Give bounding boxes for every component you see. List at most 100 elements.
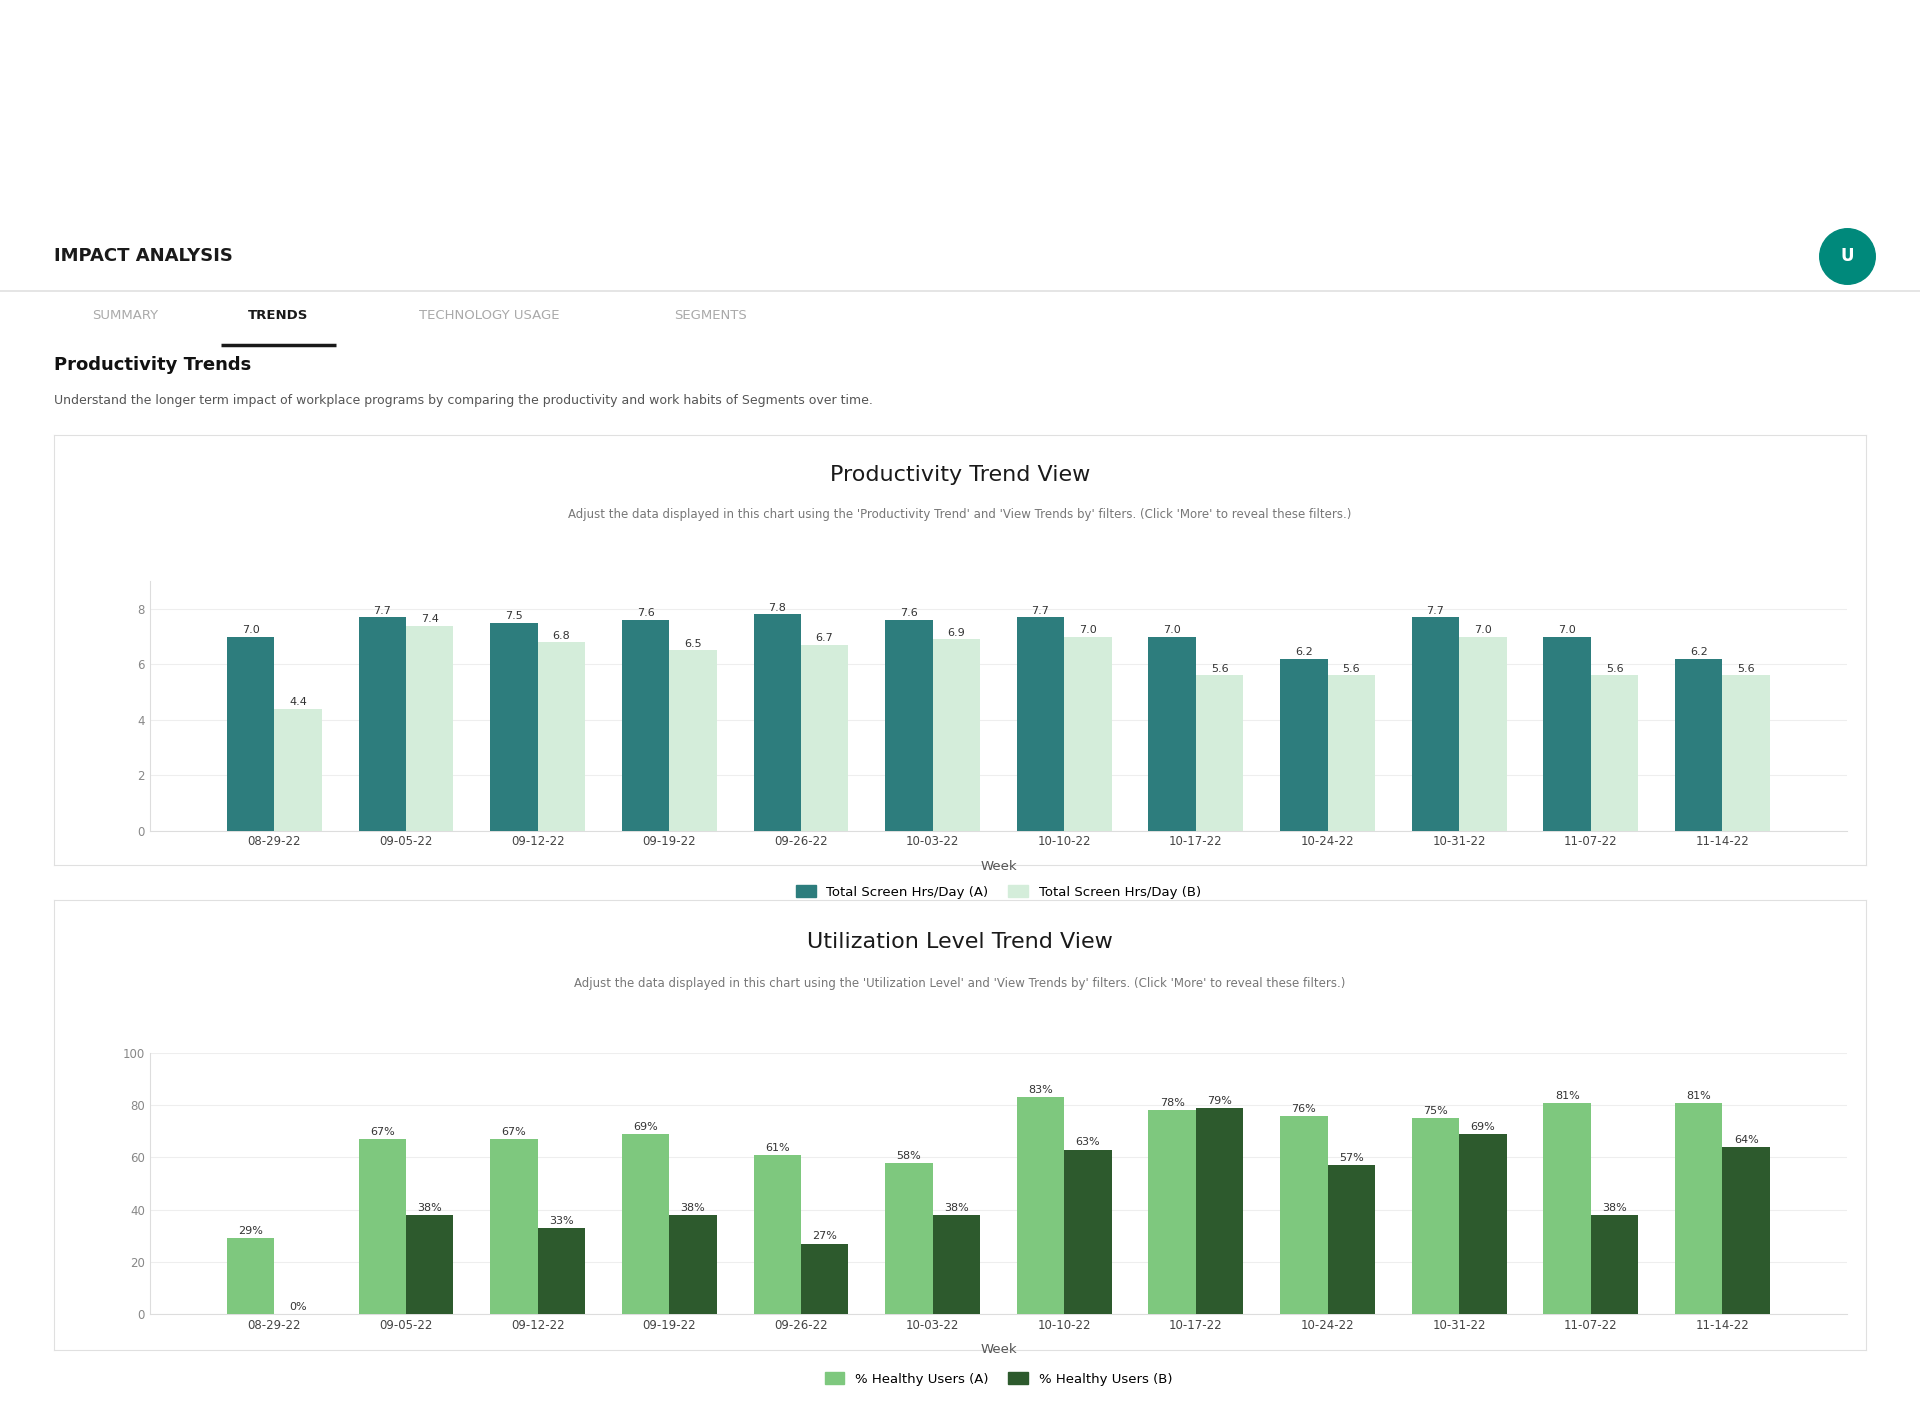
Point — [1832, 244, 1862, 267]
Bar — [753, 614, 801, 830]
Bar — [1674, 659, 1722, 830]
Bar — [490, 622, 538, 830]
Bar — [933, 1215, 979, 1314]
Text: 67%: 67% — [501, 1127, 526, 1137]
Bar — [405, 1215, 453, 1314]
Bar — [490, 1139, 538, 1314]
Bar — [1196, 1107, 1244, 1314]
Text: 6.7: 6.7 — [816, 634, 833, 643]
Bar — [227, 636, 275, 830]
Text: 57%: 57% — [1338, 1154, 1363, 1163]
Text: 63%: 63% — [1075, 1138, 1100, 1148]
Text: 79%: 79% — [1208, 1096, 1233, 1106]
Text: 29%: 29% — [238, 1227, 263, 1236]
Text: 6.2: 6.2 — [1294, 648, 1313, 658]
Bar — [1327, 676, 1375, 830]
Text: 6.8: 6.8 — [553, 631, 570, 641]
Text: 7.8: 7.8 — [768, 603, 785, 613]
Bar — [1018, 617, 1064, 830]
Bar — [622, 1134, 670, 1314]
Legend: Total Screen Hrs/Day (A), Total Screen Hrs/Day (B): Total Screen Hrs/Day (A), Total Screen H… — [791, 880, 1206, 903]
Bar — [753, 1155, 801, 1314]
Bar — [1459, 636, 1507, 830]
Text: IMPACT ANALYSIS: IMPACT ANALYSIS — [54, 247, 232, 266]
Text: TRENDS: TRENDS — [248, 309, 309, 322]
Text: 81%: 81% — [1555, 1090, 1580, 1100]
Text: 7.0: 7.0 — [1559, 625, 1576, 635]
Bar — [1592, 676, 1638, 830]
Bar — [1544, 1103, 1592, 1314]
Text: 33%: 33% — [549, 1215, 574, 1225]
Bar — [670, 1215, 716, 1314]
Text: 7.5: 7.5 — [505, 611, 522, 621]
Legend: % Healthy Users (A), % Healthy Users (B): % Healthy Users (A), % Healthy Users (B) — [820, 1367, 1177, 1391]
Text: 7.0: 7.0 — [1475, 625, 1492, 635]
Text: 7.6: 7.6 — [637, 608, 655, 618]
Text: 7.4: 7.4 — [420, 614, 438, 624]
Bar — [1592, 1215, 1638, 1314]
Text: SEGMENTS: SEGMENTS — [674, 309, 747, 322]
Text: 5.6: 5.6 — [1605, 663, 1622, 674]
Text: 7.6: 7.6 — [900, 608, 918, 618]
Text: 38%: 38% — [680, 1203, 705, 1213]
Bar — [1281, 659, 1327, 830]
Text: 7.0: 7.0 — [1079, 625, 1096, 635]
Text: 64%: 64% — [1734, 1135, 1759, 1145]
Text: TECHNOLOGY USAGE: TECHNOLOGY USAGE — [419, 309, 561, 322]
Bar — [1544, 636, 1592, 830]
Text: 67%: 67% — [371, 1127, 396, 1137]
Bar — [670, 651, 716, 830]
Bar — [1674, 1103, 1722, 1314]
Bar — [1064, 1149, 1112, 1314]
Text: 38%: 38% — [1601, 1203, 1626, 1213]
Bar — [801, 645, 849, 830]
Text: SUMMARY: SUMMARY — [92, 309, 157, 322]
Bar — [1064, 636, 1112, 830]
Text: Productivity Trends: Productivity Trends — [54, 357, 252, 374]
Text: 27%: 27% — [812, 1231, 837, 1242]
Text: 69%: 69% — [1471, 1121, 1496, 1132]
Bar — [1327, 1165, 1375, 1314]
Text: Adjust the data displayed in this chart using the 'Productivity Trend' and 'View: Adjust the data displayed in this chart … — [568, 509, 1352, 521]
Text: 7.7: 7.7 — [1031, 606, 1050, 615]
Bar — [801, 1243, 849, 1314]
Bar — [1411, 617, 1459, 830]
Text: Understand the longer term impact of workplace programs by comparing the product: Understand the longer term impact of wor… — [54, 393, 872, 407]
Text: 6.9: 6.9 — [947, 628, 966, 638]
Text: 6.5: 6.5 — [684, 639, 703, 649]
Text: U: U — [1839, 247, 1855, 266]
X-axis label: Week: Week — [979, 1343, 1018, 1356]
Bar — [538, 642, 586, 830]
Bar — [933, 639, 979, 830]
Text: 5.6: 5.6 — [1342, 663, 1359, 674]
Text: 38%: 38% — [945, 1203, 970, 1213]
Text: 83%: 83% — [1027, 1085, 1052, 1096]
Text: 5.6: 5.6 — [1738, 663, 1755, 674]
Bar — [405, 625, 453, 830]
Text: Adjust the data displayed in this chart using the 'Utilization Level' and 'View : Adjust the data displayed in this chart … — [574, 976, 1346, 989]
Bar — [1281, 1116, 1327, 1314]
Bar — [1018, 1097, 1064, 1314]
Bar — [622, 620, 670, 830]
Text: 7.7: 7.7 — [1427, 606, 1444, 615]
Text: 38%: 38% — [417, 1203, 442, 1213]
Bar — [885, 1162, 933, 1314]
Bar — [1148, 1110, 1196, 1314]
Text: 7.0: 7.0 — [242, 625, 259, 635]
Text: 78%: 78% — [1160, 1099, 1185, 1109]
Text: 81%: 81% — [1686, 1090, 1711, 1100]
Text: 6.2: 6.2 — [1690, 648, 1707, 658]
Text: 58%: 58% — [897, 1151, 922, 1161]
Bar — [1722, 676, 1770, 830]
Bar — [885, 620, 933, 830]
Bar — [359, 1139, 405, 1314]
Bar — [359, 617, 405, 830]
Text: Utilization Level Trend View: Utilization Level Trend View — [806, 932, 1114, 951]
Bar — [275, 708, 323, 830]
Bar — [1459, 1134, 1507, 1314]
Text: 4.4: 4.4 — [290, 697, 307, 707]
Text: 76%: 76% — [1292, 1103, 1317, 1114]
Text: 5.6: 5.6 — [1212, 663, 1229, 674]
Text: 7.0: 7.0 — [1164, 625, 1181, 635]
Bar — [227, 1238, 275, 1314]
